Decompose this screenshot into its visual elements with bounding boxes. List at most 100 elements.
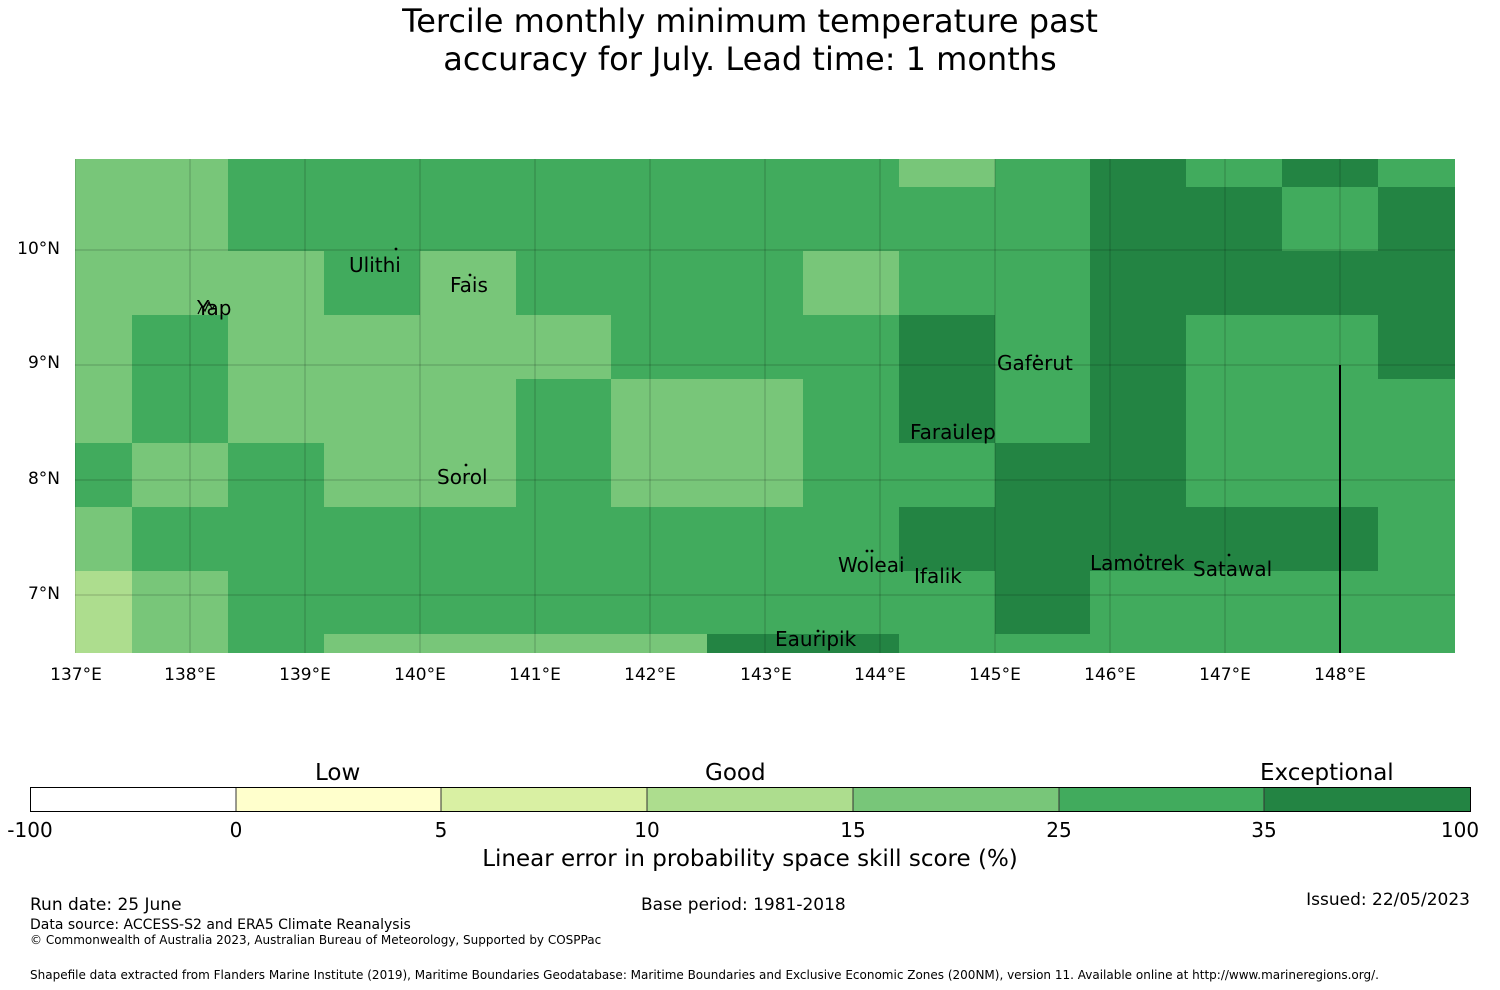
colorbar — [30, 787, 1471, 812]
skill-cell — [1282, 187, 1379, 252]
skill-cell — [1378, 571, 1455, 635]
skill-cell — [132, 443, 229, 508]
skill-cell — [228, 187, 325, 252]
colorbar-outline — [30, 787, 1471, 812]
skill-cell — [1186, 571, 1283, 635]
skill-cell — [132, 379, 229, 444]
skill-cell — [1378, 507, 1455, 572]
skill-cell — [324, 571, 421, 635]
run-date: Run date: 25 June — [30, 895, 182, 915]
colorbar-bin-15-25 — [853, 787, 1059, 812]
lon-tick-148e: 148°E — [1314, 665, 1366, 685]
skill-cell — [803, 159, 900, 188]
lon-tick-143e: 143°E — [740, 665, 792, 685]
skill-cell — [228, 571, 325, 635]
skill-cell — [899, 379, 996, 444]
skill-cell — [228, 159, 325, 188]
copyright: © Commonwealth of Australia 2023, Austra… — [30, 933, 602, 947]
skill-cell — [132, 571, 229, 635]
skill-cell — [1186, 159, 1283, 188]
lon-tick-137e: 137°E — [50, 665, 102, 685]
skill-cell — [1378, 379, 1455, 444]
skill-cell — [324, 507, 421, 572]
skill-cell — [611, 315, 708, 380]
skill-cell — [324, 443, 421, 508]
skill-cell — [1282, 507, 1379, 572]
skill-cell — [1282, 571, 1379, 635]
skill-cell — [1090, 634, 1187, 653]
place-label-satawal: Satawal — [1193, 557, 1273, 581]
skill-cell — [707, 379, 804, 444]
skill-cell — [132, 187, 229, 252]
category-good: Good — [705, 760, 766, 786]
skill-cell — [420, 507, 517, 572]
skill-cell — [75, 315, 133, 380]
data-source: Data source: ACCESS-S2 and ERA5 Climate … — [30, 917, 411, 933]
skill-cell — [1186, 379, 1283, 444]
lon-tick-139e: 139°E — [279, 665, 331, 685]
skill-cell — [899, 159, 996, 188]
skill-cell — [1378, 443, 1455, 508]
satawal-islet — [1227, 553, 1231, 557]
skill-cell — [995, 443, 1091, 508]
eauripik-islet — [816, 629, 820, 633]
lon-tick-147e: 147°E — [1199, 665, 1251, 685]
skill-cell — [324, 187, 421, 252]
skill-cell — [995, 251, 1091, 316]
skill-cell — [75, 251, 133, 316]
lon-tick-144e: 144°E — [854, 665, 906, 685]
lat-tick-8n: 8°N — [27, 469, 60, 489]
skill-cell — [995, 634, 1091, 653]
colorbar-tick-25: 25 — [1046, 818, 1072, 842]
yap-island-outline — [197, 300, 216, 315]
skill-cell — [707, 187, 804, 252]
skill-cell — [420, 315, 517, 380]
skill-cell — [1186, 507, 1283, 572]
skill-cell — [1090, 507, 1187, 572]
map-title-line1: Tercile monthly minimum temperature past — [402, 2, 1098, 40]
woleai-islet — [865, 549, 869, 553]
lat-tick-7n: 7°N — [27, 584, 60, 604]
skill-cell — [75, 571, 133, 635]
skill-cell — [611, 634, 708, 653]
skill-cell — [75, 634, 133, 653]
lon-tick-140e: 140°E — [394, 665, 446, 685]
skill-cell — [611, 443, 708, 508]
skill-cell — [899, 315, 996, 380]
lat-tick-9n: 9°N — [27, 353, 60, 373]
skill-cell — [1186, 634, 1283, 653]
skill-cell — [1186, 443, 1283, 508]
skill-cell — [803, 187, 900, 252]
skill-cell — [995, 507, 1091, 572]
lamotrek-islet — [1139, 553, 1143, 557]
colorbar-label: Linear error in probability space skill … — [482, 846, 1018, 872]
lon-tick-142e: 142°E — [624, 665, 676, 685]
sorol-islet — [464, 463, 468, 467]
skill-cell — [324, 634, 421, 653]
faraulep-islet — [953, 423, 957, 427]
skill-cell — [995, 315, 1091, 380]
colorbar-bin-neg100-0 — [30, 787, 236, 812]
lon-tick-146e: 146°E — [1084, 665, 1136, 685]
colorbar-bin-0-5 — [236, 787, 441, 812]
skill-cell — [707, 251, 804, 316]
skill-cell — [1282, 251, 1379, 316]
skill-cell — [899, 507, 996, 572]
lon-tick-138e: 138°E — [164, 665, 216, 685]
category-low: Low — [315, 760, 361, 786]
skill-cell — [75, 507, 133, 572]
skill-cell — [995, 159, 1091, 188]
skill-cell — [803, 634, 900, 653]
skill-cell — [1090, 159, 1187, 188]
skill-cell — [995, 379, 1091, 444]
skill-cell — [132, 251, 229, 316]
skill-cell — [1090, 379, 1187, 444]
skill-cell — [611, 187, 708, 252]
place-label-gaferut: Gaferut — [997, 351, 1073, 375]
colorbar-tick-neg100: -100 — [7, 818, 53, 842]
skill-cell — [75, 187, 133, 252]
skill-cell — [420, 187, 517, 252]
skill-cell — [75, 443, 133, 508]
skill-cell — [420, 379, 517, 444]
shapefile-credit: Shapefile data extracted from Flanders M… — [30, 968, 1379, 982]
